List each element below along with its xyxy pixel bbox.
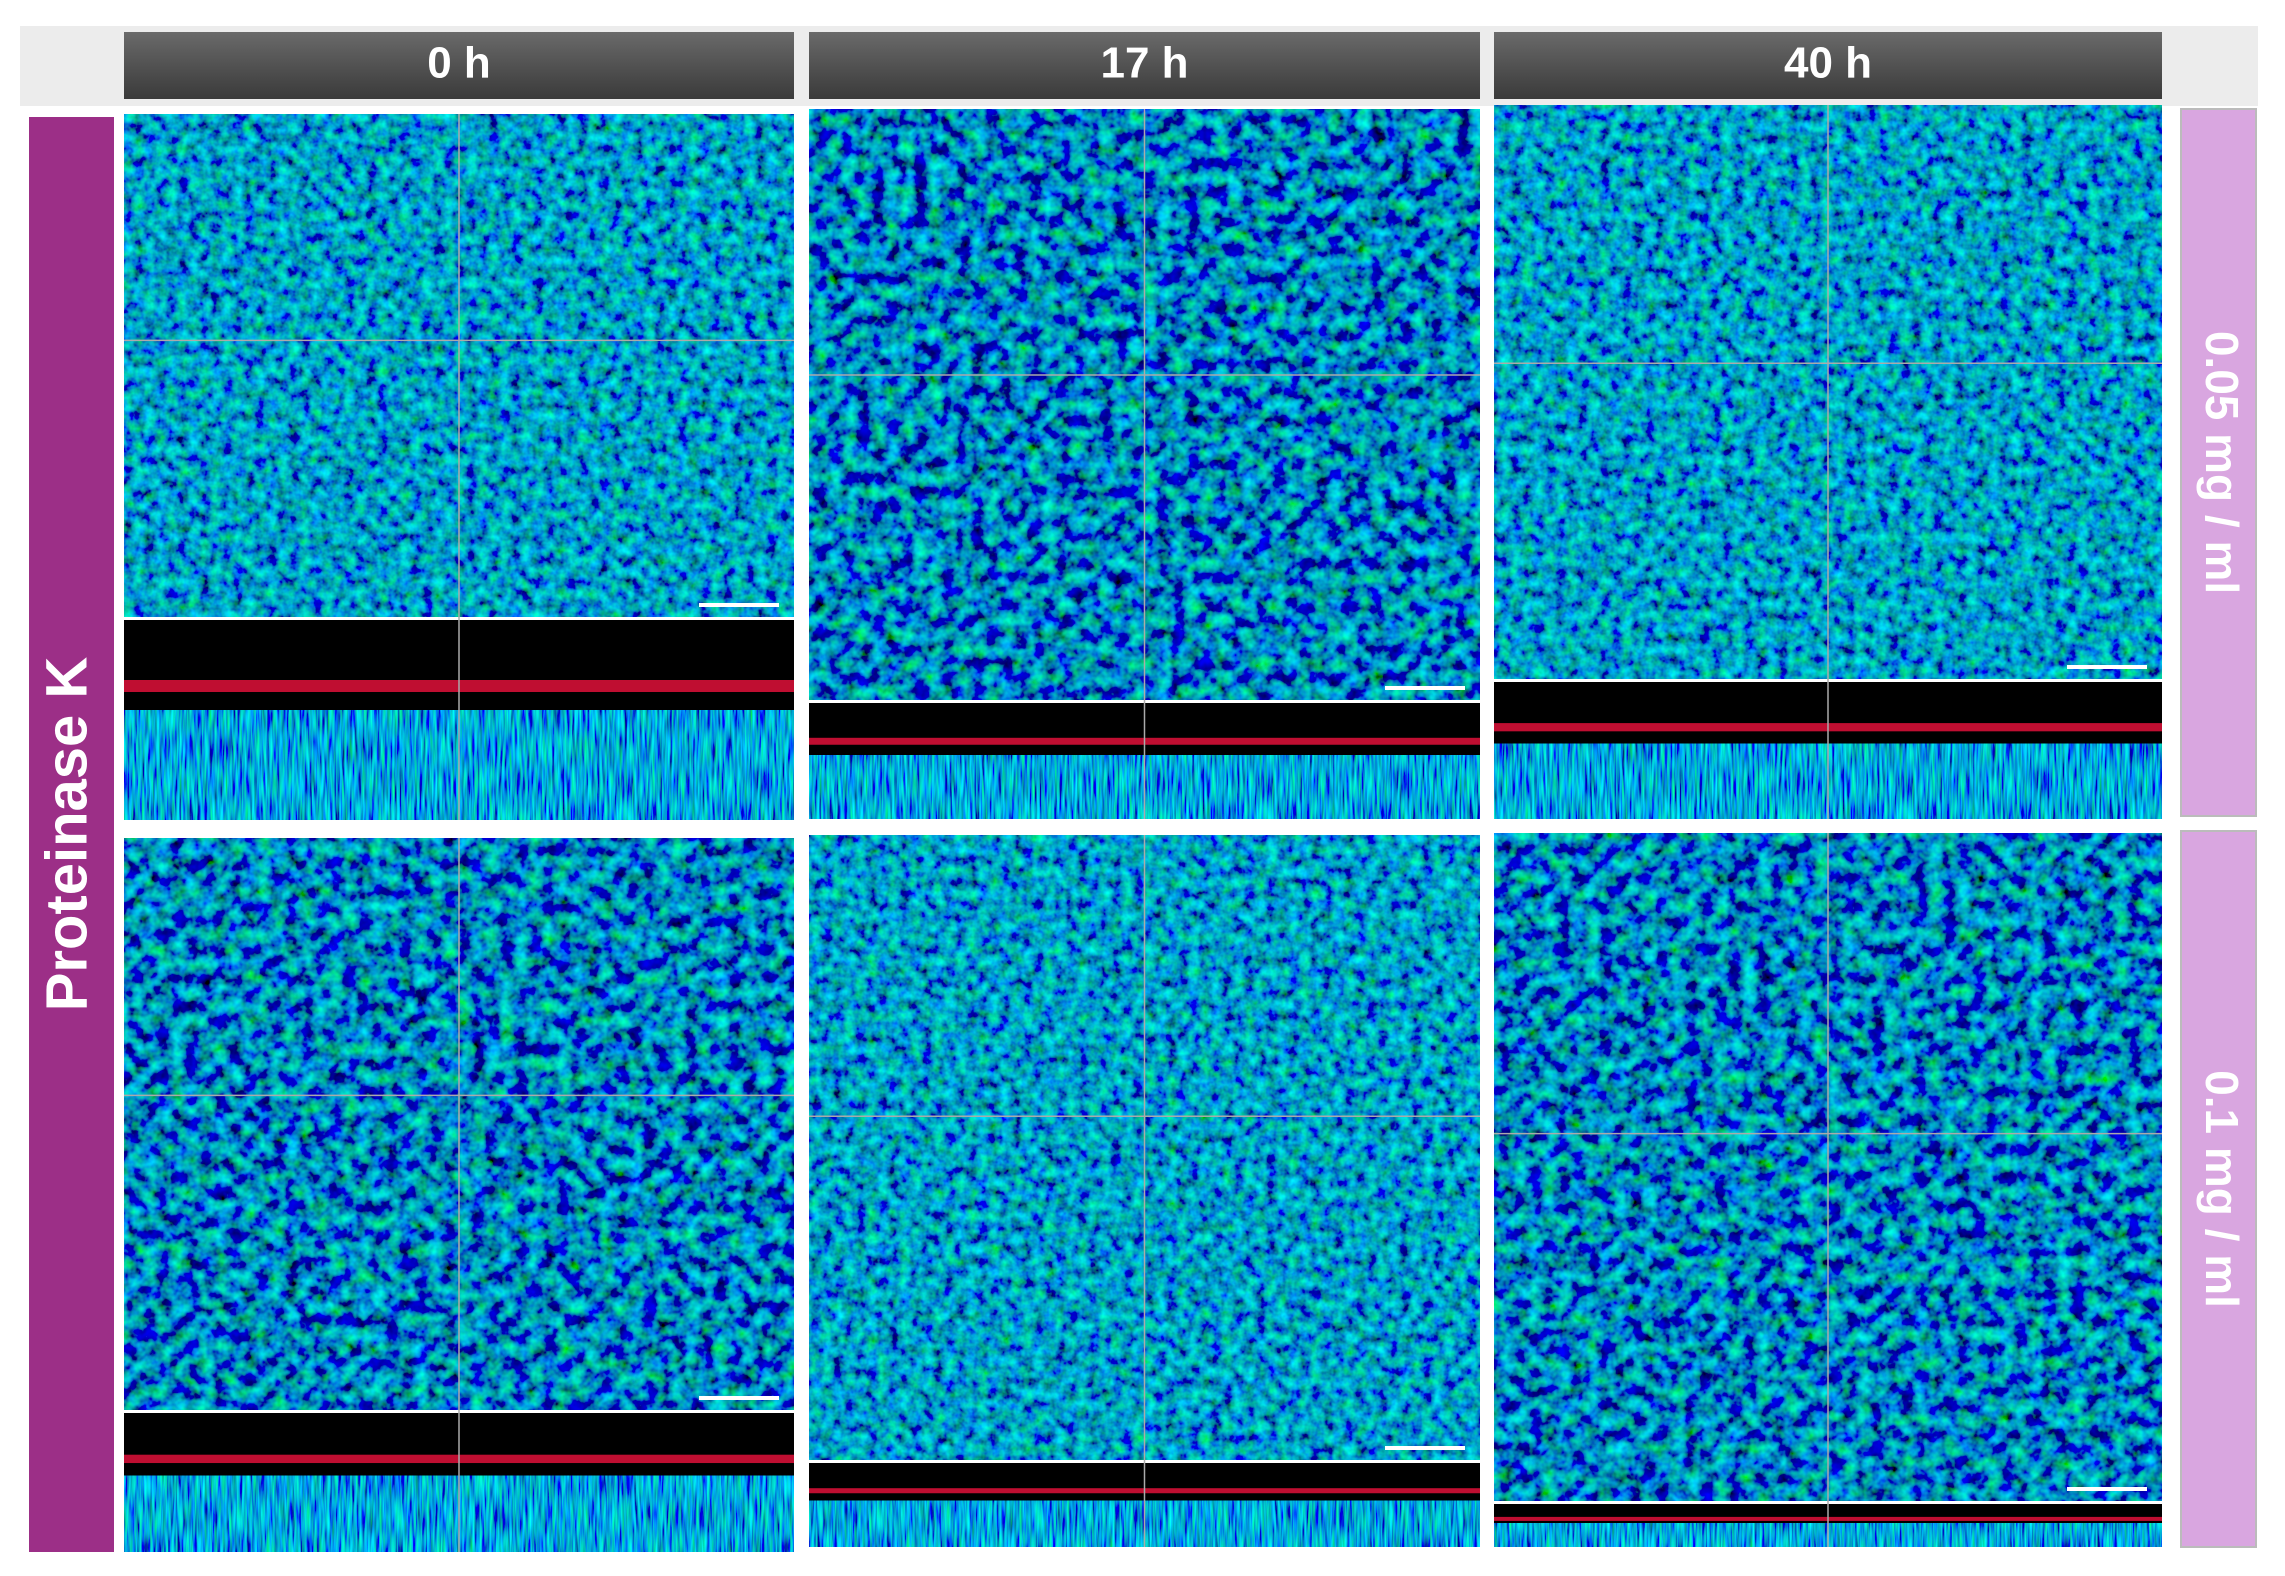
column-header-label: 17 h bbox=[1100, 39, 1188, 88]
row-label: 0.1 mg / ml bbox=[2196, 1070, 2248, 1308]
side-label: Proteinase K bbox=[34, 657, 99, 1012]
column-header-label: 0 h bbox=[427, 39, 491, 88]
column-header bbox=[1494, 32, 2162, 99]
column-header-label: 40 h bbox=[1784, 39, 1872, 88]
column-header bbox=[124, 32, 794, 99]
row-label: 0.05 mg / ml bbox=[2196, 331, 2248, 594]
column-header bbox=[809, 32, 1480, 99]
side-bar bbox=[29, 117, 114, 1552]
panels bbox=[124, 105, 2162, 1552]
row-label-box bbox=[2180, 830, 2257, 1548]
row-label-box bbox=[2180, 108, 2257, 817]
